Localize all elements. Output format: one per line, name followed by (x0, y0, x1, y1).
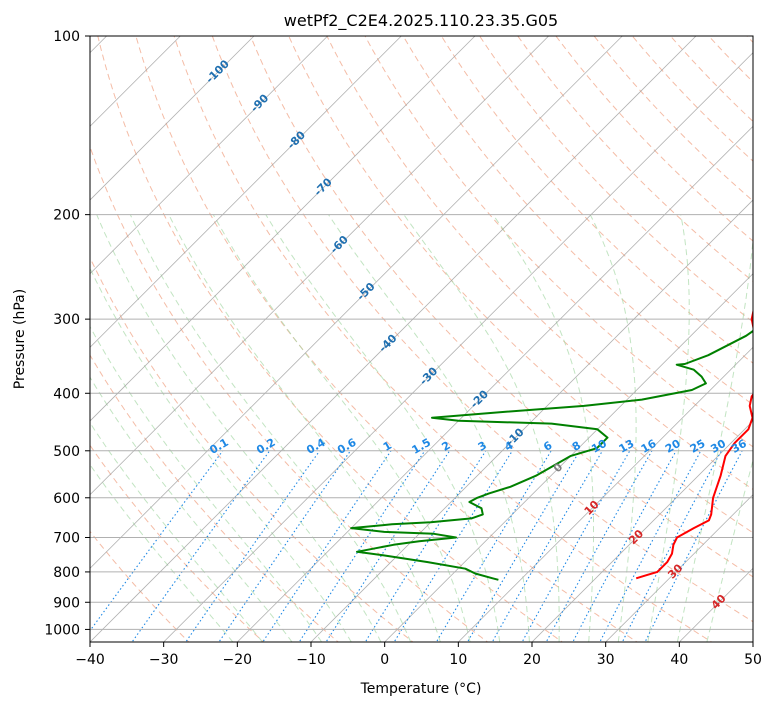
isotherm (90, 36, 402, 348)
dry-adiabat (288, 36, 753, 534)
x-tick-label: −20 (223, 652, 253, 668)
dewpoint-line (350, 329, 753, 581)
plot-frame (89, 35, 754, 643)
mixing-ratio-line (90, 450, 224, 632)
mixing-ratio-line (131, 450, 271, 642)
temperature-line (635, 308, 753, 580)
isotherm (90, 36, 255, 201)
mixing-ratio-line (393, 450, 513, 642)
y-tick-label: 1000 (44, 622, 80, 638)
isotherm (90, 36, 697, 642)
isotherm (458, 346, 753, 642)
x-tick-label: 40 (670, 652, 688, 668)
y-tick-label: 700 (53, 531, 80, 547)
moist-adiabat (265, 214, 501, 642)
moist-adiabat (168, 214, 441, 642)
x-tick-label: 0 (380, 652, 389, 668)
y-tick-label: 400 (53, 386, 80, 402)
y-tick-label: 100 (53, 29, 80, 45)
isotherm (90, 36, 549, 496)
moist-adiabat (647, 214, 690, 642)
mixing-ratio-line (364, 450, 487, 642)
moist-adiabat (90, 421, 263, 642)
mixing-ratio-line (621, 450, 722, 642)
isotherm (310, 199, 753, 642)
isotherm (90, 36, 476, 422)
isotherm (237, 125, 753, 642)
mixing-ratio-line (599, 450, 702, 642)
dry-adiabat (90, 256, 414, 642)
x-tick-label: −30 (149, 652, 179, 668)
dry-adiabat (364, 36, 753, 448)
moist-adiabat (129, 214, 412, 642)
moist-adiabat (90, 376, 293, 642)
y-tick-label: 300 (53, 312, 80, 328)
profile-lines (350, 308, 753, 581)
isotherm (163, 52, 753, 642)
moist-adiabat (328, 214, 530, 642)
mixing-ratio-line (218, 450, 351, 642)
dry-adiabat (249, 36, 753, 578)
isotherm (752, 641, 753, 642)
dry-adiabat (326, 36, 753, 491)
mixing-ratio-line (298, 450, 426, 642)
mixing-ratio-line (572, 450, 677, 642)
mixing-ratio-line (466, 450, 581, 642)
moist-adiabat (589, 214, 637, 642)
y-tick-label: 500 (53, 444, 80, 460)
x-tick-label: 30 (597, 652, 615, 668)
chart-title: wetPf2_C2E4.2025.110.23.35.G05 (284, 11, 558, 31)
y-tick-label: 200 (53, 208, 80, 224)
moist-adiabat (212, 214, 471, 642)
moist-adiabat (403, 214, 560, 642)
dry-adiabat (90, 145, 489, 642)
moist-adiabat (90, 463, 234, 642)
mixing-ratio-line (185, 450, 321, 642)
isotherm (531, 420, 753, 642)
y-tick-label: 800 (53, 565, 80, 581)
moist-adiabat (90, 325, 323, 642)
isotherm (90, 36, 623, 569)
mixing-ratio-line (644, 450, 743, 642)
moist-adiabat (90, 267, 352, 642)
mixing-ratio-line (262, 450, 392, 642)
mixing-ratio-line (491, 450, 603, 642)
x-tick-label: −40 (75, 652, 105, 668)
isotherm (384, 273, 753, 642)
x-axis-title: Temperature (°C) (360, 681, 482, 697)
moist-adiabat (492, 214, 594, 642)
x-tick-label: 50 (744, 652, 762, 668)
moist-adiabat (676, 234, 753, 642)
pressure-grid (90, 36, 753, 630)
isotherm (605, 494, 753, 642)
x-tick-label: 10 (449, 652, 467, 668)
y-axis-ticks: 100 200 300 400 500 600 700 800 900 1000 (44, 29, 90, 638)
moist-adiabat (96, 214, 382, 642)
x-axis-ticks: −40 −30 −20 −10 0 10 20 30 40 50 (75, 642, 762, 668)
mixing-ratio-line (325, 450, 451, 642)
y-tick-label: 900 (53, 595, 80, 611)
y-axis-title: Pressure (hPa) (12, 289, 28, 389)
x-tick-label: 20 (523, 652, 541, 668)
isotherm (90, 36, 328, 275)
x-tick-label: −10 (296, 652, 326, 668)
y-tick-label: 600 (53, 491, 80, 507)
